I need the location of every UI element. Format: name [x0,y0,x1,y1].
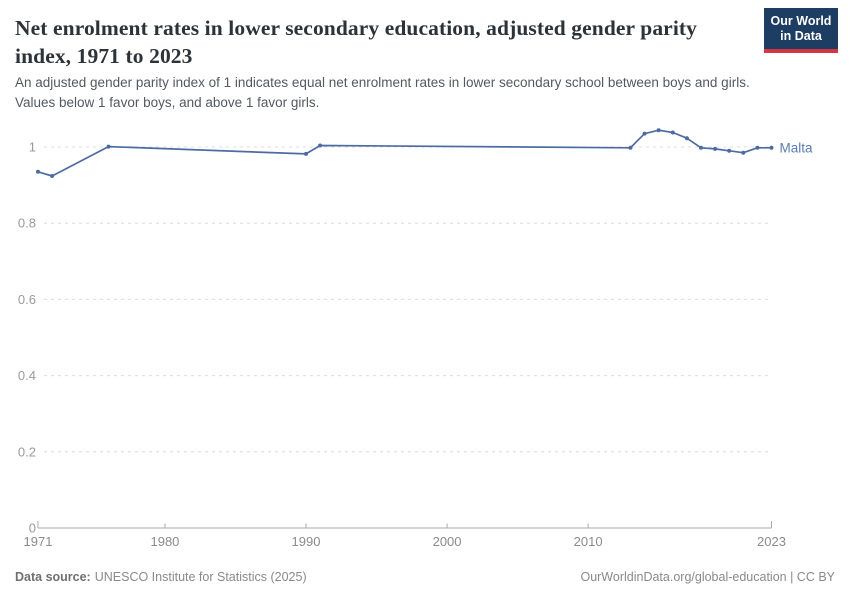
owid-logo: Our World in Data [764,8,838,53]
data-source-note: Data source: UNESCO Institute for Statist… [15,570,307,584]
y-axis-label: 0.8 [18,216,36,231]
data-point-malta [755,145,760,150]
data-point-malta [656,128,661,133]
data-point-malta [741,150,746,155]
y-axis-label: 0.2 [18,444,36,459]
data-point-malta [727,148,732,153]
data-point-malta [106,144,111,149]
data-point-malta [642,131,647,136]
data-point-malta [713,146,718,151]
x-tick-label: 2000 [433,534,462,549]
chart-footer: Data source: UNESCO Institute for Statist… [15,570,835,584]
x-tick-label: 2010 [574,534,603,549]
data-source-value: UNESCO Institute for Statistics (2025) [94,570,307,584]
chart-subtitle: An adjusted gender parity index of 1 ind… [15,75,750,110]
owid-logo-line1: Our World [770,14,832,28]
data-point-malta [36,169,40,174]
data-point-malta [304,151,309,156]
x-tick-label: 1971 [24,534,53,549]
chart-canvas: 0 0.2 0.4 0.6 0.8 1 1971 1980 1990 2000 2010 2023 Ma… [18,128,814,549]
series-line-malta [37,129,773,177]
data-point-malta [670,130,675,135]
x-tick-label: 1980 [150,534,179,549]
y-axis-label: 0.6 [18,292,36,307]
data-point-malta [769,145,774,150]
data-point-malta [684,136,689,141]
x-tick-label: 2023 [757,534,786,549]
series-label-malta: Malta [780,140,814,155]
data-point-malta [50,173,55,178]
y-axis-label: 0 [29,521,36,536]
page-title: Net enrolment rates in lower secondary e… [15,16,698,69]
y-axis-label: 0.4 [18,368,36,383]
data-point-malta [698,145,703,150]
owid-logo-line2: in Data [780,29,822,43]
license-note: OurWorldinData.org/global-education | CC… [580,570,835,584]
data-point-malta [628,145,633,150]
data-point-malta [318,143,323,148]
y-axis-label: 1 [29,140,36,155]
x-tick-label: 1990 [292,534,321,549]
data-source-label: Data source: [15,570,91,584]
